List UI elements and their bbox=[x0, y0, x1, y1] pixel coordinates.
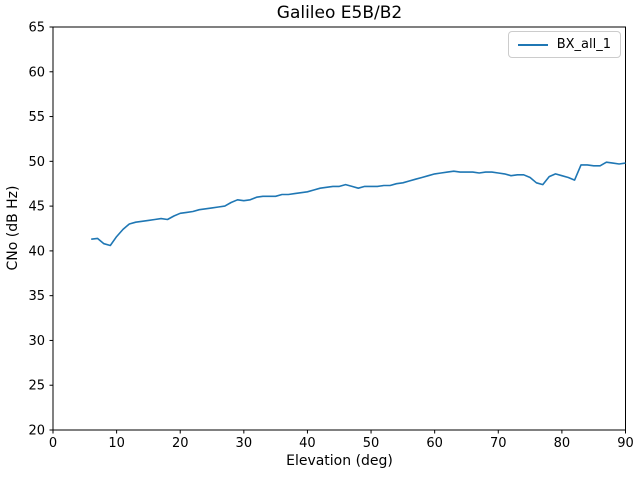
x-axis-label: Elevation (deg) bbox=[286, 453, 393, 469]
y-tick-label: 50 bbox=[28, 155, 45, 170]
legend-label: BX_all_1 bbox=[556, 37, 611, 52]
y-tick-label: 65 bbox=[28, 21, 45, 36]
y-tick-label: 35 bbox=[28, 289, 45, 304]
x-tick-label: 70 bbox=[490, 436, 507, 451]
y-tick-label: 45 bbox=[28, 200, 45, 215]
y-tick-label: 55 bbox=[28, 110, 45, 125]
x-tick-label: 40 bbox=[299, 436, 316, 451]
legend: BX_all_1 bbox=[507, 31, 621, 58]
series-line bbox=[91, 161, 626, 247]
x-tick-label: 10 bbox=[108, 436, 125, 451]
y-tick-label: 30 bbox=[28, 334, 45, 349]
x-tick-label: 30 bbox=[236, 436, 253, 451]
legend-line-swatch bbox=[517, 43, 548, 46]
x-tick-label: 90 bbox=[617, 436, 634, 451]
y-tick-label: 20 bbox=[28, 424, 45, 439]
chart-title: Galileo E5B/B2 bbox=[276, 3, 403, 23]
x-tick-label: 0 bbox=[49, 436, 57, 451]
y-tick-label: 25 bbox=[28, 379, 45, 394]
axes-frame bbox=[52, 26, 626, 431]
x-tick-label: 60 bbox=[426, 436, 443, 451]
x-tick-label: 50 bbox=[363, 436, 380, 451]
y-tick-label: 40 bbox=[28, 244, 45, 259]
x-tick-label: 20 bbox=[172, 436, 189, 451]
y-tick-label: 60 bbox=[28, 65, 45, 80]
x-tick-label: 80 bbox=[554, 436, 571, 451]
